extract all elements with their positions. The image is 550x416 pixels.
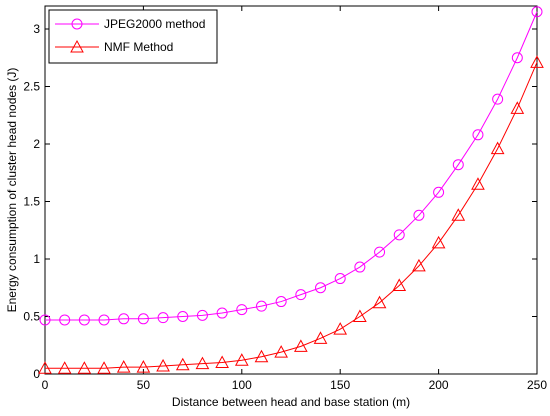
data-point-nmf [530,55,544,68]
data-point-jpeg2000 [413,209,425,221]
y-tick-label: 1 [33,252,40,266]
x-axis-label: Distance between head and base station (… [172,395,410,409]
data-point-nmf [372,295,387,309]
data-point-nmf [195,356,210,370]
data-point-nmf [333,322,348,335]
y-tick-label: 3 [33,22,40,36]
data-point-jpeg2000 [374,246,386,258]
data-point-nmf [431,235,446,249]
data-point-jpeg2000 [78,314,90,326]
data-point-nmf [175,357,190,371]
data-point-jpeg2000 [531,6,543,18]
series-line-jpeg2000 [45,11,538,321]
data-point-jpeg2000 [295,289,307,301]
x-tick-label: 0 [42,378,49,392]
y-tick-label: 2.5 [23,80,40,94]
legend-marker-jpeg2000 [71,18,83,30]
data-point-jpeg2000 [157,312,169,324]
data-point-nmf [451,208,466,221]
y-tick-label: 2 [33,137,40,151]
legend-marker-nmf [70,39,84,53]
data-point-jpeg2000 [196,309,208,321]
axis-ticks: 0 50 100 150 200 250 0 0.5 1 1.5 2 2.5 3 [23,6,547,392]
x-tick-label: 200 [429,378,449,392]
data-point-jpeg2000 [98,314,110,326]
data-point-jpeg2000 [137,313,149,325]
data-point-nmf [57,361,72,374]
data-point-nmf [77,361,92,374]
data-point-jpeg2000 [511,52,523,64]
data-point-jpeg2000 [315,282,327,294]
y-tick-label: 1.5 [23,195,40,209]
y-tick-label: 0.5 [23,310,40,324]
data-point-jpeg2000 [354,261,366,273]
data-point-jpeg2000 [275,296,287,308]
data-point-nmf [274,345,289,358]
data-point-jpeg2000 [452,159,464,171]
data-point-nmf [254,349,269,363]
data-point-jpeg2000 [492,93,504,105]
data-point-nmf [392,278,407,291]
data-point-nmf [412,258,426,272]
x-tick-label: 150 [330,378,350,392]
data-point-nmf [156,358,170,372]
data-point-nmf [136,360,151,373]
data-point-jpeg2000 [216,307,228,319]
data-point-jpeg2000 [118,313,130,325]
data-point-nmf [353,309,367,322]
y-tick-label: 0 [33,367,40,381]
series-layer [38,6,544,374]
data-point-jpeg2000 [334,273,346,285]
data-point-jpeg2000 [433,186,445,198]
data-point-nmf [116,360,131,373]
data-point-jpeg2000 [177,311,189,322]
data-point-nmf [234,353,249,366]
data-point-jpeg2000 [39,314,51,326]
data-point-nmf [293,339,308,352]
data-point-nmf [471,177,485,190]
data-point-jpeg2000 [472,129,484,141]
legend-label-nmf: NMF Method [104,40,173,54]
data-point-nmf [510,101,525,114]
x-tick-label: 50 [137,378,151,392]
data-point-nmf [313,331,328,344]
data-point-nmf [215,355,229,368]
x-tick-label: 250 [527,378,547,392]
data-point-jpeg2000 [236,304,248,316]
data-point-nmf [38,361,52,374]
legend-label-jpeg2000: JPEG2000 method [104,17,205,31]
data-point-jpeg2000 [59,314,71,326]
y-axis-label: Energy consumption of cluster head nodes… [5,68,19,313]
plot-area [44,5,538,375]
data-point-nmf [490,141,505,155]
legend: JPEG2000 method NMF Method [48,9,218,64]
data-point-nmf [97,361,111,374]
data-point-jpeg2000 [393,229,405,241]
x-tick-label: 100 [232,378,252,392]
data-point-jpeg2000 [255,300,267,312]
